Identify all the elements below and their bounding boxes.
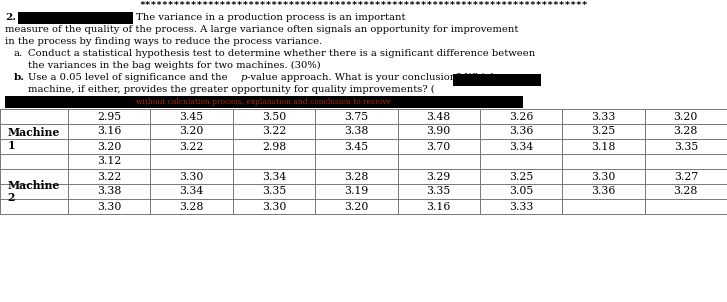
Text: 3.35: 3.35 — [674, 142, 698, 152]
Text: 3.38: 3.38 — [344, 127, 369, 137]
Text: 3.70: 3.70 — [427, 142, 451, 152]
Bar — [453, 74, 541, 86]
Text: Use a 0.05 level of significance and the: Use a 0.05 level of significance and the — [28, 73, 230, 82]
Text: 3.34: 3.34 — [180, 187, 204, 197]
Text: 3.30: 3.30 — [591, 172, 616, 182]
Text: 3.28: 3.28 — [674, 187, 698, 197]
Bar — [5, 96, 523, 108]
Text: b.: b. — [14, 73, 25, 82]
Text: 3.50: 3.50 — [262, 111, 286, 121]
Text: 3.26: 3.26 — [509, 111, 533, 121]
Text: 2.98: 2.98 — [262, 142, 286, 152]
Text: 3.30: 3.30 — [97, 201, 121, 211]
Text: 3.33: 3.33 — [509, 201, 533, 211]
Text: The variance in a production process is an important: The variance in a production process is … — [136, 13, 406, 22]
Text: 3.34: 3.34 — [262, 172, 286, 182]
Text: ******************************************************************************: ****************************************… — [140, 1, 588, 10]
Text: 3.48: 3.48 — [427, 111, 451, 121]
Text: 3.29: 3.29 — [427, 172, 451, 182]
Text: 3.35: 3.35 — [262, 187, 286, 197]
Text: Machine
2: Machine 2 — [8, 180, 60, 204]
Text: 3.28: 3.28 — [674, 127, 698, 137]
Text: 3.28: 3.28 — [180, 201, 204, 211]
Text: 3.20: 3.20 — [674, 111, 698, 121]
Text: 3.22: 3.22 — [97, 172, 121, 182]
Text: measure of the quality of the process. A large variance often signals an opportu: measure of the quality of the process. A… — [5, 25, 518, 34]
Text: 3.12: 3.12 — [97, 156, 121, 166]
Text: 3.30: 3.30 — [180, 172, 204, 182]
Text: 3.90: 3.90 — [427, 127, 451, 137]
Text: Machine
1: Machine 1 — [8, 127, 60, 151]
Text: 3.18: 3.18 — [591, 142, 616, 152]
Text: 3.27: 3.27 — [674, 172, 698, 182]
Text: 3.38: 3.38 — [97, 187, 121, 197]
Text: 3.28: 3.28 — [344, 172, 369, 182]
Text: p: p — [241, 73, 247, 82]
Text: 3.20: 3.20 — [180, 127, 204, 137]
Bar — [18, 12, 133, 24]
Text: 2.95: 2.95 — [97, 111, 121, 121]
Text: 3.36: 3.36 — [591, 187, 616, 197]
Text: 3.16: 3.16 — [427, 201, 451, 211]
Text: 3.30: 3.30 — [262, 201, 286, 211]
Text: a.: a. — [14, 49, 23, 58]
Text: 3.22: 3.22 — [180, 142, 204, 152]
Text: 3.22: 3.22 — [262, 127, 286, 137]
Text: 3.20: 3.20 — [97, 142, 121, 152]
Text: 3.25: 3.25 — [591, 127, 616, 137]
Text: 3.16: 3.16 — [97, 127, 121, 137]
Text: 3.45: 3.45 — [180, 111, 204, 121]
Text: 3.05: 3.05 — [509, 187, 533, 197]
Text: 3.75: 3.75 — [345, 111, 369, 121]
Text: 3.45: 3.45 — [345, 142, 369, 152]
Text: 3.25: 3.25 — [509, 172, 533, 182]
Text: 3.35: 3.35 — [427, 187, 451, 197]
Text: Conduct a statistical hypothesis test to determine whether there is a significan: Conduct a statistical hypothesis test to… — [28, 49, 535, 58]
Text: in the process by finding ways to reduce the process variance.: in the process by finding ways to reduce… — [5, 37, 322, 46]
Text: machine, if either, provides the greater opportunity for quality improvements? (: machine, if either, provides the greater… — [28, 85, 435, 94]
Text: without calculation process, explanation and conclusion to receive: without calculation process, explanation… — [137, 98, 392, 106]
Text: 3.19: 3.19 — [344, 187, 369, 197]
Text: 3.20: 3.20 — [344, 201, 369, 211]
Text: the variances in the bag weights for two machines. (30%): the variances in the bag weights for two… — [28, 61, 321, 70]
Text: -value approach. What is your conclusion? Which: -value approach. What is your conclusion… — [247, 73, 497, 82]
Text: 3.36: 3.36 — [509, 127, 533, 137]
Text: 3.34: 3.34 — [509, 142, 533, 152]
Text: 2.: 2. — [5, 13, 16, 22]
Text: 3.33: 3.33 — [591, 111, 616, 121]
